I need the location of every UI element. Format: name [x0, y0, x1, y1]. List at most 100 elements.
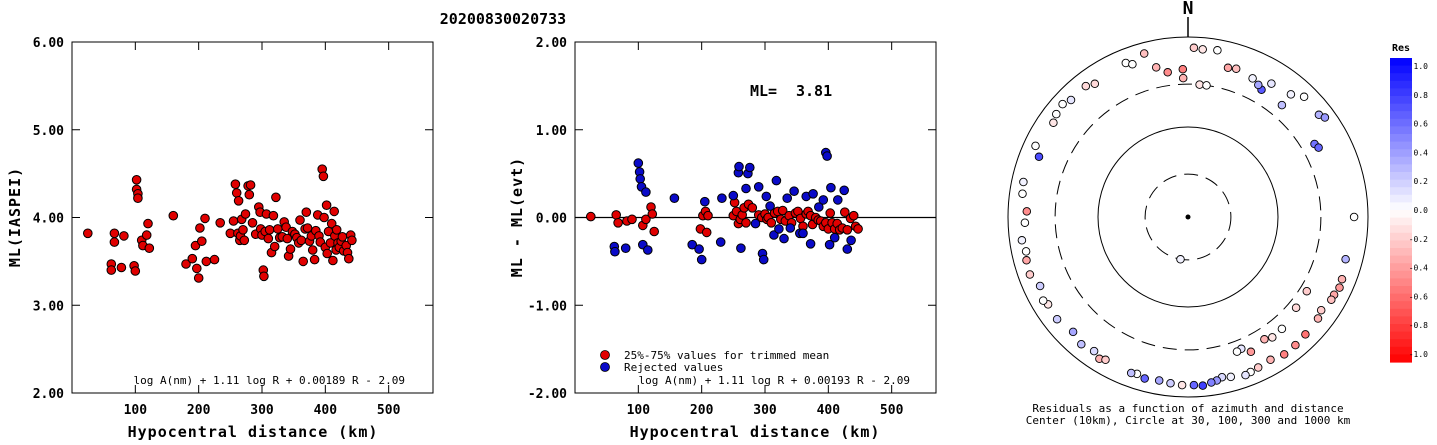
ml-point [326, 218, 337, 229]
ml-point [143, 218, 153, 229]
x-tick-label: 500 [880, 403, 904, 418]
rejected-point [789, 186, 799, 196]
colorbar-segment [1390, 96, 1412, 105]
ml-point [239, 235, 250, 246]
rejected-point [734, 161, 744, 172]
station-point [1035, 281, 1045, 291]
ml-point [187, 253, 198, 264]
colorbar-segment [1390, 58, 1412, 67]
station-point [1246, 347, 1256, 357]
rejected-point [771, 175, 782, 186]
ml-point [228, 216, 239, 226]
y-tick-label: 2.00 [536, 36, 567, 51]
station-point [1178, 73, 1188, 83]
station-point [1267, 79, 1276, 88]
ml-point [83, 228, 93, 239]
station-point [1279, 350, 1289, 359]
station-point [1151, 63, 1161, 72]
station-point [1335, 283, 1344, 292]
rejected-point [750, 218, 761, 229]
ml-point [331, 225, 342, 235]
rejected-point [753, 182, 764, 192]
station-point [1058, 99, 1067, 109]
ml-point [233, 196, 244, 206]
station-point [1291, 340, 1300, 350]
distance-ring-300km [1054, 83, 1322, 351]
colorbar-segment [1390, 88, 1412, 97]
station-point [1232, 347, 1242, 356]
trimmed-point [701, 227, 712, 238]
ml-point [231, 188, 242, 198]
ml-point [240, 209, 251, 219]
ml-point [321, 200, 332, 210]
ml-point [201, 256, 212, 267]
ml-point [192, 263, 202, 274]
figure-title: 20200830020733 [440, 10, 566, 28]
x-tick-label: 400 [817, 403, 841, 418]
ml-point [344, 253, 354, 264]
colorbar-segment [1390, 263, 1412, 272]
trimmed-point [741, 218, 751, 228]
distance-ring-100km [1097, 126, 1279, 308]
colorbar-segment [1390, 301, 1412, 310]
rejected-point [696, 254, 707, 265]
rejected-point [782, 193, 793, 203]
colorbar-segment [1390, 111, 1412, 120]
rejected-point [745, 162, 755, 173]
station-point [1018, 189, 1027, 198]
station-point [1337, 274, 1347, 284]
rejected-point [785, 223, 796, 233]
station-point [1248, 74, 1257, 83]
ml-point [109, 228, 120, 239]
station-point [1314, 143, 1323, 152]
rejected-point [798, 228, 808, 239]
rejected-point [717, 193, 727, 203]
station-point [1022, 256, 1031, 265]
trimmed-point [627, 214, 637, 225]
colorbar-segment [1390, 156, 1412, 165]
rejected-point [822, 151, 832, 161]
rejected-point [833, 195, 843, 205]
colorbar-segment [1390, 248, 1412, 257]
station-point [1301, 330, 1310, 339]
station-point [1077, 339, 1086, 349]
station-point [1349, 212, 1359, 222]
station-point [1052, 109, 1061, 119]
station-point [1154, 376, 1164, 385]
ml-point [130, 266, 141, 276]
rejected-point [620, 243, 631, 253]
rejected-point [610, 246, 620, 257]
ml-point [282, 233, 293, 244]
ml-point [244, 189, 255, 200]
station-point [1066, 95, 1076, 105]
rejected-point [765, 201, 775, 211]
station-point [1253, 363, 1263, 372]
station-point [1231, 64, 1241, 73]
ml-point [296, 235, 307, 246]
y-tick-label: -2.00 [528, 387, 567, 402]
trimmed-point [747, 203, 758, 213]
ml-point [200, 213, 210, 224]
station-point [1320, 113, 1330, 122]
colorbar-label: 1.0 [1414, 62, 1429, 71]
trimmed-point [825, 208, 836, 218]
station-point [1034, 152, 1044, 162]
ml-point [259, 271, 269, 282]
colorbar-segment [1390, 149, 1412, 158]
trimmed-point [703, 210, 713, 221]
colorbar-segment [1390, 210, 1412, 219]
station-point [1166, 378, 1175, 388]
ml-point [268, 210, 279, 221]
colorbar-segment [1390, 80, 1412, 89]
colorbar-segment [1390, 232, 1412, 241]
station-point [1277, 100, 1287, 110]
rejected-point [715, 237, 726, 247]
ml-point [245, 180, 256, 190]
colorbar-segment [1390, 118, 1412, 127]
rejected-point [700, 196, 710, 207]
rejected-point [826, 182, 836, 193]
station-point [1022, 207, 1032, 216]
ml-point [247, 218, 258, 228]
ml-point [181, 259, 191, 269]
